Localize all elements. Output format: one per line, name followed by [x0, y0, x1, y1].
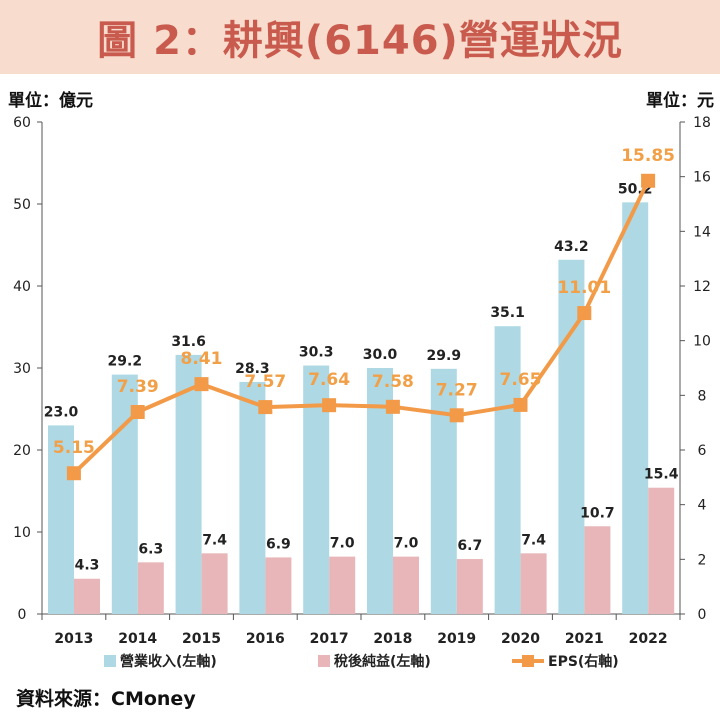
eps-data-label: 11.01: [557, 278, 611, 298]
revenue-data-label: 29.9: [427, 348, 462, 364]
x-tick-label: 2013: [54, 631, 93, 647]
revenue-data-label: 28.3: [235, 361, 270, 377]
legend-net-income-label: 稅後純益(左軸): [334, 653, 431, 670]
right-tick-label: 16: [693, 170, 711, 186]
net-income-data-label: 6.3: [138, 541, 163, 557]
net-income-bar: [456, 559, 483, 614]
net-income-data-label: 6.7: [457, 538, 482, 554]
net-income-data-label: 7.0: [330, 536, 355, 552]
net-income-bar: [393, 556, 419, 614]
right-axis-unit: 單位：元: [646, 91, 714, 111]
eps-marker: [577, 306, 592, 321]
net-income-bar: [74, 578, 100, 614]
eps-marker: [322, 398, 337, 413]
revenue-data-label: 23.0: [44, 404, 79, 420]
revenue-bar: [48, 425, 74, 614]
revenue-data-label: 35.1: [490, 305, 525, 321]
eps-data-label: 7.57: [244, 372, 286, 392]
eps-marker: [513, 397, 528, 412]
x-tick-label: 2022: [629, 631, 668, 647]
net-income-bar: [520, 553, 547, 614]
left-tick-label: 40: [13, 279, 31, 295]
revenue-bar: [239, 381, 266, 614]
eps-marker: [449, 408, 464, 423]
eps-data-label: 7.39: [117, 377, 159, 397]
x-tick-label: 2018: [373, 631, 412, 647]
net-income-data-label: 7.4: [521, 532, 546, 548]
revenue-data-label: 31.6: [171, 334, 206, 350]
right-tick-label: 8: [698, 388, 707, 404]
legend-net-income-swatch: [318, 655, 330, 667]
eps-marker: [130, 405, 145, 420]
left-tick-label: 30: [13, 361, 31, 377]
right-tick-label: 10: [693, 334, 711, 350]
legend-eps-label: EPS(右軸): [548, 653, 619, 670]
eps-data-label: 7.27: [436, 380, 478, 400]
net-income-bar: [201, 553, 228, 614]
eps-marker: [66, 466, 81, 481]
revenue-data-label: 30.3: [299, 345, 334, 361]
x-tick-label: 2017: [310, 631, 349, 647]
net-income-bar: [329, 556, 356, 614]
left-tick-label: 20: [13, 443, 31, 459]
net-income-data-label: 7.4: [202, 532, 227, 548]
revenue-bar: [430, 368, 457, 614]
revenue-data-label: 29.2: [108, 354, 143, 370]
eps-data-label: 7.58: [372, 372, 414, 392]
revenue-data-label: 30.0: [363, 347, 398, 363]
net-income-bar: [584, 526, 611, 614]
left-tick-label: 0: [18, 607, 27, 623]
left-tick-label: 60: [13, 115, 31, 131]
left-tick-label: 10: [13, 525, 31, 541]
chart-title: 圖 2：耕興(6146)營運狀況: [97, 18, 623, 64]
x-tick-label: 2020: [501, 631, 540, 647]
source-note: 資料來源：CMoney: [16, 688, 196, 710]
net-income-data-label: 6.9: [266, 536, 291, 552]
net-income-data-label: 10.7: [580, 505, 615, 521]
legend-eps-marker: [522, 655, 534, 667]
x-tick-label: 2014: [118, 631, 157, 647]
eps-line: [72, 179, 650, 475]
right-tick-label: 6: [698, 443, 707, 459]
left-axis-unit: 單位：億元: [8, 91, 93, 111]
net-income-data-label: 7.0: [394, 536, 419, 552]
right-tick-label: 2: [698, 552, 707, 568]
right-tick-label: 18: [693, 115, 711, 131]
x-tick-label: 2015: [182, 631, 221, 647]
net-income-data-label: 15.4: [644, 467, 679, 483]
revenue-bar: [494, 326, 521, 614]
eps-marker: [385, 399, 400, 414]
legend-revenue-label: 營業收入(左軸): [120, 653, 217, 670]
legend-revenue-swatch: [104, 655, 116, 667]
x-tick-label: 2021: [565, 631, 604, 647]
eps-marker: [258, 400, 273, 415]
eps-data-label: 7.65: [500, 370, 542, 390]
right-tick-label: 14: [693, 224, 711, 240]
right-tick-label: 0: [698, 607, 707, 623]
title-banner: 圖 2：耕興(6146)營運狀況: [0, 0, 720, 74]
revenue-bar: [622, 202, 649, 615]
eps-marker: [641, 173, 656, 188]
right-tick-label: 12: [693, 279, 711, 295]
left-tick-label: 50: [13, 197, 31, 213]
net-income-data-label: 4.3: [75, 558, 100, 574]
x-tick-label: 2019: [437, 631, 476, 647]
eps-marker: [194, 377, 209, 392]
net-income-bar: [137, 562, 164, 614]
eps-data-label: 5.15: [53, 438, 95, 458]
revenue-bar: [175, 354, 202, 614]
net-income-bar: [648, 487, 675, 614]
eps-data-label: 8.41: [181, 349, 223, 369]
x-tick-label: 2016: [246, 631, 285, 647]
eps-data-label: 7.64: [308, 370, 350, 390]
eps-data-label: 15.85: [621, 146, 675, 166]
net-income-bar: [265, 557, 292, 614]
revenue-data-label: 43.2: [554, 239, 589, 255]
right-tick-label: 4: [698, 498, 707, 514]
